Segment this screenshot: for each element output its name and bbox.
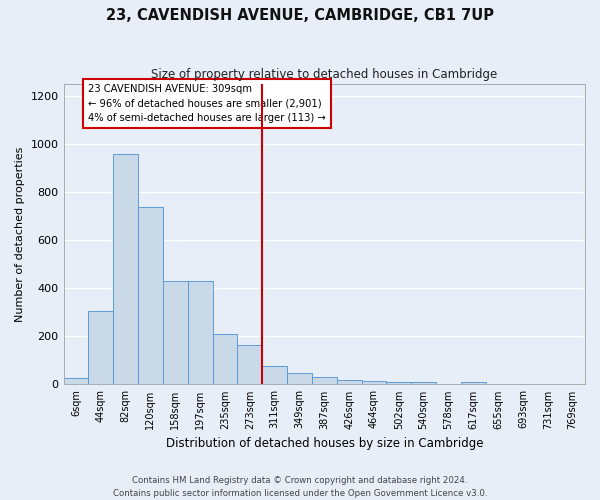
Bar (287, 373, 312, 384)
Bar (461, 382, 485, 384)
Text: Contains HM Land Registry data © Crown copyright and database right 2024.
Contai: Contains HM Land Registry data © Crown c… (113, 476, 487, 498)
Bar (262, 366, 287, 384)
Title: Size of property relative to detached houses in Cambridge: Size of property relative to detached ho… (151, 68, 497, 80)
Bar (238, 345, 262, 385)
Text: 23 CAVENDISH AVENUE: 309sqm
← 96% of detached houses are smaller (2,901)
4% of s: 23 CAVENDISH AVENUE: 309sqm ← 96% of det… (88, 84, 326, 124)
Bar (312, 377, 337, 384)
Bar (188, 281, 212, 384)
Bar (163, 281, 188, 384)
Bar (212, 334, 238, 384)
Bar (411, 382, 436, 384)
Bar (362, 381, 386, 384)
Bar (113, 154, 138, 384)
Bar (88, 311, 113, 384)
Y-axis label: Number of detached properties: Number of detached properties (15, 147, 25, 322)
Text: 23, CAVENDISH AVENUE, CAMBRIDGE, CB1 7UP: 23, CAVENDISH AVENUE, CAMBRIDGE, CB1 7UP (106, 8, 494, 22)
Bar (386, 382, 411, 384)
X-axis label: Distribution of detached houses by size in Cambridge: Distribution of detached houses by size … (166, 437, 483, 450)
Bar (337, 380, 362, 384)
Bar (64, 378, 88, 384)
Bar (138, 207, 163, 384)
